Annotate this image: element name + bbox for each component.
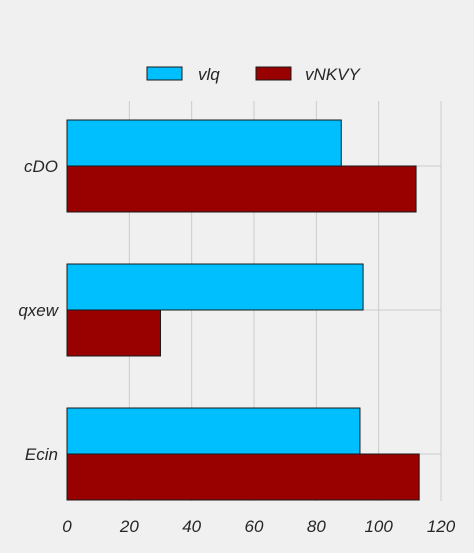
bar-vlq-cDO [66,119,342,167]
y-tick-label: qxew [18,301,59,320]
x-tick-label: 120 [427,517,456,536]
x-tick-label: 40 [182,517,201,536]
legend-label: vlq [198,65,220,84]
x-tick-label: 60 [245,517,264,536]
x-tick-label: 0 [62,517,72,536]
bar-vNKVY-cDO [66,165,417,213]
bar-vNKVY-qxew [66,309,161,357]
axes: 0 20 40 60 80 100 120 cDO qxew Ecin [18,157,455,536]
legend: vlq vNKVY [146,65,361,84]
bar-vNKVY-Ecin [66,453,420,501]
y-tick-label: cDO [24,157,58,176]
bars [66,119,420,501]
bar-vlq-qxew [66,263,364,311]
bar-vlq-Ecin [66,407,361,455]
x-tick-label: 100 [364,517,393,536]
x-tick-label: 20 [119,517,139,536]
x-tick-label: 80 [307,517,326,536]
y-tick-label: Ecin [25,445,58,464]
legend-swatch [255,66,292,81]
legend-label: vNKVY [305,65,361,84]
legend-swatch [146,66,183,81]
